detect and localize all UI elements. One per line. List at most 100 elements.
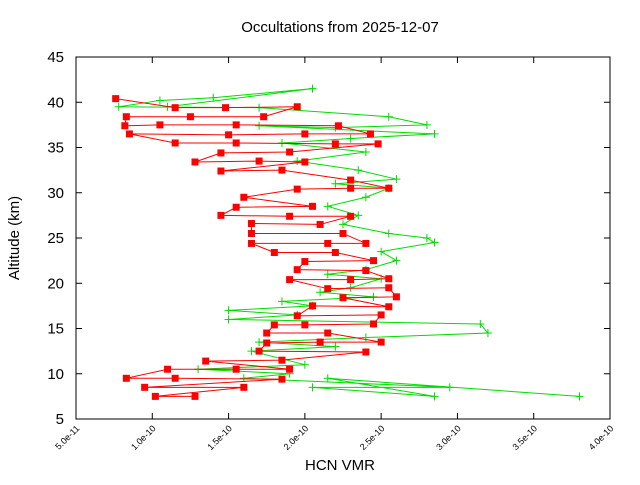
point: [316, 220, 324, 228]
point: [255, 347, 263, 355]
point: [422, 234, 431, 242]
y-tick-label: 10: [47, 366, 64, 383]
point: [301, 258, 309, 266]
point: [430, 238, 439, 247]
point: [308, 302, 316, 310]
point: [240, 383, 248, 391]
x-tick-label: 3.0e-10: [434, 423, 463, 452]
point: [377, 247, 386, 256]
point: [277, 297, 286, 306]
point: [278, 166, 286, 174]
point: [385, 275, 393, 283]
y-tick-label: 20: [47, 275, 64, 292]
point: [232, 121, 240, 129]
point: [191, 158, 199, 166]
plot-frame: [75, 56, 611, 420]
point: [217, 167, 225, 175]
point: [316, 288, 325, 297]
point: [323, 202, 332, 211]
point: [263, 339, 271, 347]
point: [334, 122, 342, 130]
point: [125, 130, 133, 138]
point: [323, 374, 332, 383]
y-tick-label: 30: [47, 185, 64, 202]
point: [316, 338, 324, 346]
point: [225, 131, 233, 139]
series-line: [115, 98, 398, 397]
point: [209, 93, 218, 102]
point: [293, 312, 301, 320]
y-tick-label: 15: [47, 321, 64, 338]
point: [186, 113, 194, 121]
point: [346, 134, 355, 143]
point: [370, 257, 378, 265]
point: [156, 121, 164, 129]
point: [122, 113, 130, 121]
point: [224, 315, 233, 324]
point: [483, 329, 492, 338]
point: [331, 248, 339, 256]
point: [385, 303, 393, 311]
point: [347, 176, 355, 184]
point: [445, 383, 454, 392]
point: [361, 193, 370, 202]
point: [308, 84, 317, 93]
point: [286, 276, 294, 284]
point: [222, 104, 230, 112]
point: [247, 347, 256, 356]
point: [361, 333, 370, 342]
point: [202, 357, 210, 365]
point: [293, 157, 302, 166]
x-tick-label: 1.0e-10: [129, 423, 158, 452]
point: [247, 239, 255, 247]
point: [164, 365, 172, 373]
point: [255, 157, 263, 165]
point: [293, 185, 301, 193]
point: [232, 365, 240, 373]
point: [347, 212, 355, 220]
point: [286, 212, 294, 220]
point: [324, 285, 332, 293]
point: [323, 270, 332, 279]
point: [260, 113, 268, 121]
point: [232, 139, 240, 147]
y-tick-label: 25: [47, 230, 64, 247]
point: [422, 120, 431, 129]
point: [300, 360, 309, 369]
point: [255, 121, 264, 130]
point: [171, 139, 179, 147]
point: [370, 320, 378, 328]
point: [324, 239, 332, 247]
point: [278, 375, 286, 383]
point: [331, 179, 340, 188]
point: [362, 267, 370, 275]
point: [112, 95, 120, 103]
point: [374, 140, 382, 148]
point: [286, 148, 294, 156]
point: [392, 293, 400, 301]
point: [247, 220, 255, 228]
y-tick-label: 45: [47, 49, 64, 66]
y-tick-label: 35: [47, 140, 64, 157]
point: [377, 311, 385, 319]
point: [278, 356, 286, 364]
point: [270, 248, 278, 256]
point: [347, 184, 355, 192]
point: [347, 276, 355, 284]
point: [308, 202, 316, 210]
chart-title: Occultations from 2025-12-07: [241, 19, 439, 36]
point: [575, 392, 584, 401]
point: [293, 103, 301, 111]
x-tick-label: 1.5e-10: [205, 423, 234, 452]
point: [339, 229, 347, 237]
point: [232, 203, 240, 211]
point: [384, 112, 393, 121]
point: [354, 211, 363, 220]
point: [384, 229, 393, 238]
point: [476, 319, 485, 328]
point: [377, 338, 385, 346]
y-axis-label: Altitude (km): [6, 196, 23, 280]
x-axis-label: HCN VMR: [305, 457, 375, 474]
point: [324, 329, 332, 337]
point: [240, 193, 248, 201]
